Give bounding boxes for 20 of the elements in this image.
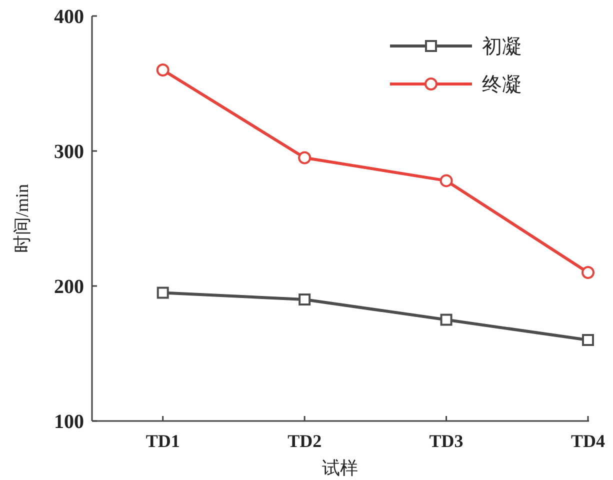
x-tick-label: TD1: [146, 431, 180, 451]
y-tick-label: 100: [54, 411, 84, 433]
x-tick-label: TD2: [288, 431, 322, 451]
point: [298, 294, 311, 306]
point: [156, 64, 170, 76]
point: [298, 151, 312, 164]
point: [582, 334, 594, 346]
point: [156, 286, 169, 299]
y-axis-title: 时间/min: [12, 184, 32, 254]
y-tick-label: 200: [54, 276, 84, 298]
point: [440, 174, 453, 188]
x-tick-label: TD3: [429, 431, 464, 451]
y-tick-label: 400: [54, 6, 84, 28]
point: [440, 314, 452, 326]
x-axis-title: 试样: [322, 458, 358, 478]
legend-label: 初凝: [482, 36, 522, 58]
y-tick-label: 300: [54, 141, 84, 163]
legend-label: 终凝: [482, 74, 522, 96]
point: [582, 266, 594, 279]
x-tick-label: TD4: [570, 431, 606, 451]
